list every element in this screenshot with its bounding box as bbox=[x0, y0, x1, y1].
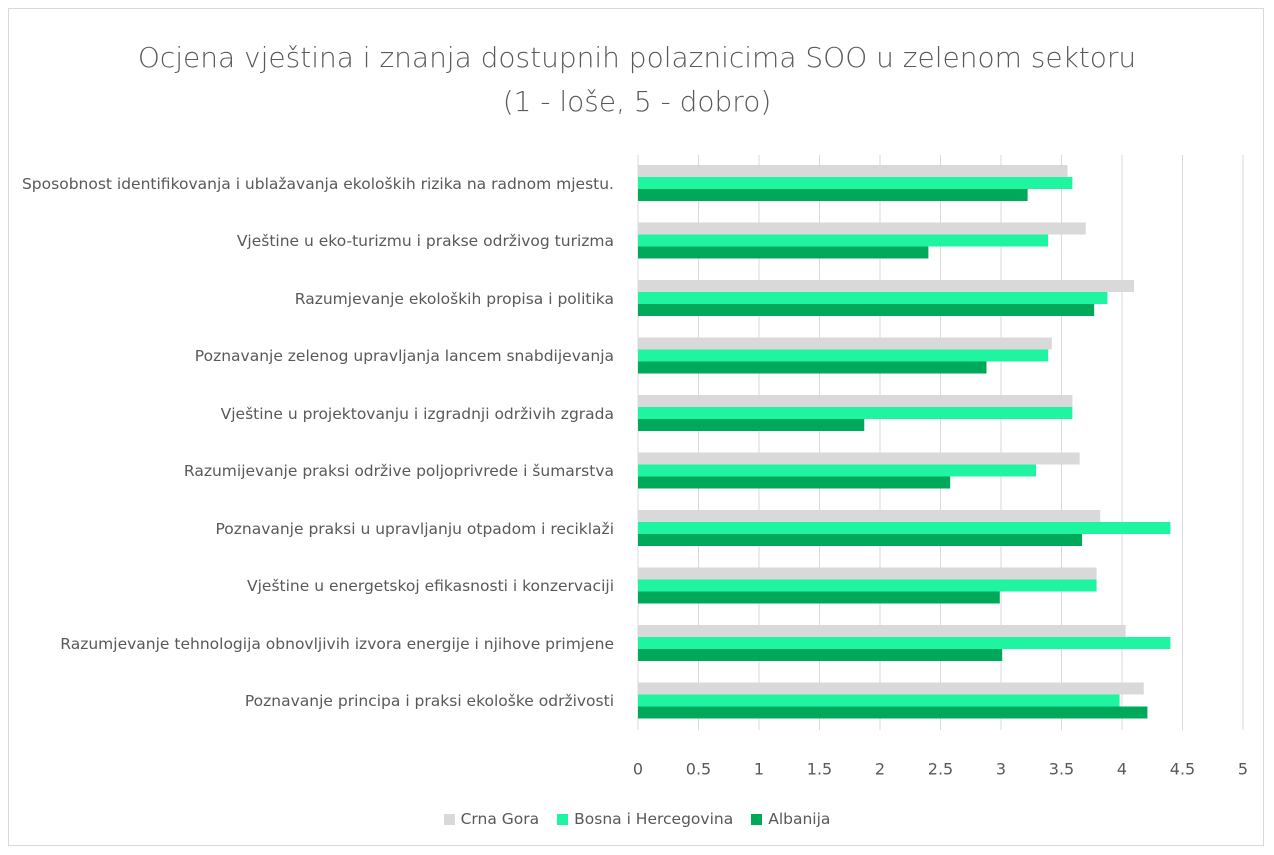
category-label: Poznavanje zelenog upravljanja lancem sn… bbox=[194, 347, 614, 366]
category-label: Razumijevanje praksi održive poljoprivre… bbox=[183, 462, 614, 481]
bar bbox=[638, 510, 1101, 522]
bar bbox=[638, 234, 1049, 247]
category-label: Poznavanje principa i praksi ekološke od… bbox=[244, 692, 614, 711]
legend-label: Bosna i Hercegovina bbox=[574, 810, 734, 828]
bar bbox=[638, 222, 1086, 235]
bar bbox=[638, 637, 1171, 649]
bar bbox=[638, 625, 1126, 637]
legend-item: Albanija bbox=[751, 810, 830, 828]
category-label: Sposobnost identifikovanja i ublažavanja… bbox=[21, 174, 614, 193]
legend-swatch bbox=[443, 813, 455, 825]
bar bbox=[638, 694, 1120, 707]
bar bbox=[638, 280, 1135, 292]
category-label: Razumjevanje tehnologija obnovljivih izv… bbox=[60, 634, 614, 653]
legend-item: Crna Gora bbox=[443, 810, 540, 828]
x-tick-label: 4.5 bbox=[1170, 760, 1195, 779]
x-tick-label: 0 bbox=[633, 760, 643, 779]
category-label: Vještine u eko-turizmu i prakse održivog… bbox=[236, 232, 614, 251]
bar bbox=[638, 591, 1000, 604]
bar bbox=[638, 476, 951, 489]
bar bbox=[638, 304, 1095, 316]
bar bbox=[638, 567, 1097, 580]
bar bbox=[638, 177, 1073, 189]
bar bbox=[638, 361, 987, 374]
category-label: Poznavanje praksi u upravljanju otpadom … bbox=[215, 519, 614, 538]
bar bbox=[638, 246, 929, 259]
bar bbox=[638, 464, 1037, 477]
chart-border bbox=[8, 8, 1264, 846]
x-tick-label: 5 bbox=[1238, 760, 1248, 779]
x-tick-label: 3.5 bbox=[1049, 760, 1074, 779]
bar bbox=[638, 337, 1052, 350]
bar bbox=[638, 292, 1108, 304]
legend: Crna Gora Bosna i Hercegovina Albanija bbox=[0, 810, 1274, 828]
bar bbox=[638, 165, 1068, 177]
category-label: Vještine u energetskoj efikasnosti i kon… bbox=[247, 577, 614, 596]
bar bbox=[638, 579, 1097, 592]
bar bbox=[638, 522, 1171, 534]
bar bbox=[638, 649, 1003, 661]
legend-swatch bbox=[751, 813, 763, 825]
bar bbox=[638, 407, 1073, 419]
bar bbox=[638, 419, 865, 431]
legend-label: Crna Gora bbox=[460, 810, 540, 828]
bar bbox=[638, 682, 1144, 695]
legend-label: Albanija bbox=[768, 810, 831, 828]
x-tick-label: 1 bbox=[754, 760, 764, 779]
category-label: Razumjevanje ekoloških propisa i politik… bbox=[294, 289, 614, 308]
x-tick-label: 0.5 bbox=[686, 760, 711, 779]
x-tick-label: 2.5 bbox=[928, 760, 953, 779]
x-tick-label: 3 bbox=[996, 760, 1006, 779]
chart-title: Ocjena vještina i znanja dostupnih polaz… bbox=[137, 41, 1137, 118]
x-tick-label: 4 bbox=[1117, 760, 1127, 779]
x-tick-label: 2 bbox=[875, 760, 885, 779]
bar bbox=[638, 452, 1080, 465]
bar bbox=[638, 189, 1028, 201]
bar bbox=[638, 395, 1073, 407]
legend-item: Bosna i Hercegovina bbox=[557, 810, 733, 828]
x-tick-label: 1.5 bbox=[807, 760, 832, 779]
category-label: Vještine u projektovanju i izgradnji odr… bbox=[220, 404, 614, 423]
bar bbox=[638, 534, 1083, 546]
bar bbox=[638, 349, 1049, 362]
legend-swatch bbox=[557, 813, 569, 825]
bar bbox=[638, 706, 1148, 719]
